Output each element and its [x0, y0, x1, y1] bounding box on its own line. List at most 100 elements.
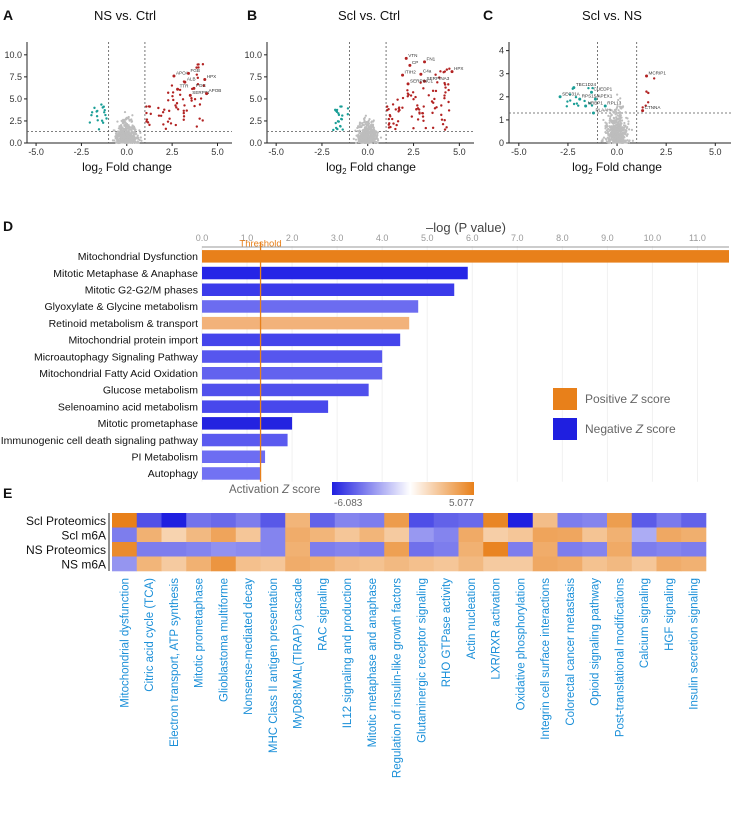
point-ns [121, 130, 125, 133]
point-labeled [401, 73, 405, 77]
y-tick-label: 0.0 [249, 138, 262, 148]
heatmap-cell [508, 527, 534, 543]
heatmap-cell [409, 542, 435, 557]
point-ns [612, 117, 616, 120]
point-ns [376, 137, 379, 141]
point-up [424, 126, 428, 130]
panel-letter-e: E [3, 485, 12, 501]
point-up [438, 76, 441, 79]
point-ns [625, 134, 629, 137]
point-up [447, 109, 451, 112]
heatmap-cell [607, 513, 633, 528]
point-up [162, 123, 165, 126]
heatmap-cell [112, 542, 138, 557]
heatmap-cell [285, 513, 311, 528]
point-ns [132, 125, 135, 128]
heatmap-cell [112, 556, 138, 572]
heatmap-cell [384, 542, 410, 557]
point-ns [131, 127, 134, 130]
heatmap-cell [631, 556, 657, 572]
point-up [174, 123, 178, 127]
point-up [646, 101, 650, 104]
point-ns [122, 118, 125, 121]
point-down [332, 128, 335, 132]
heatmap-row-label: Scl m6A [61, 529, 106, 543]
point-ns [358, 130, 361, 133]
heatmap-cell [359, 542, 385, 557]
point-up [431, 126, 435, 130]
point-down [583, 99, 586, 103]
point-labeled [176, 87, 180, 91]
colorbar-max: 5.077 [449, 498, 474, 509]
heatmap-cell [508, 542, 534, 557]
panel-letter-d: D [3, 218, 13, 234]
heatmap-cell [433, 542, 459, 557]
point-ns [376, 133, 379, 136]
point-up [443, 128, 447, 131]
point-ns [132, 141, 135, 144]
point-up [447, 100, 450, 104]
point-up [175, 102, 179, 105]
point-ns [363, 116, 366, 119]
point-labeled [558, 95, 562, 99]
heatmap-column-label: Nonsense-mediated decay [243, 578, 255, 715]
point-ns [626, 139, 629, 142]
point-ns [129, 133, 133, 136]
heatmap-cell [631, 542, 657, 557]
point-up [445, 68, 449, 71]
point-ns [365, 131, 369, 134]
point-up [422, 87, 425, 90]
point-up [201, 63, 205, 66]
point-label: APOA [176, 70, 190, 75]
y-tick-label: 5.0 [249, 94, 262, 104]
point-up [440, 104, 443, 107]
heatmap-cell [409, 556, 435, 572]
heatmap-cell [235, 542, 261, 557]
point-up [201, 119, 204, 122]
point-ns [613, 119, 616, 122]
point-down [591, 86, 594, 90]
x-tick-label: 5.0 [453, 147, 466, 157]
point-ns [618, 137, 621, 140]
heatmap-cell [161, 556, 187, 572]
point-ns [120, 138, 124, 141]
point-labeled [584, 104, 588, 108]
heatmap-column-label: Citric acid cycle (TCA) [144, 578, 156, 692]
heatmap-cell [458, 527, 484, 543]
point-up [164, 127, 168, 131]
bar-category-label: Glucose metabolism [103, 385, 198, 397]
point-ns [370, 136, 373, 140]
point-down [101, 121, 105, 124]
bar [202, 250, 729, 263]
point-labeled [172, 74, 176, 78]
heatmap-cell [483, 542, 509, 557]
bar [202, 283, 455, 296]
point-up [182, 115, 186, 118]
point-up [161, 111, 165, 114]
point-ns [617, 120, 620, 124]
point-ns [620, 134, 624, 137]
point-up [197, 66, 200, 69]
heatmap-cell [582, 556, 608, 572]
point-labeled [205, 92, 209, 96]
point-ns [624, 129, 627, 132]
bar [202, 433, 288, 447]
point-ns [114, 132, 118, 135]
heatmap-cell [136, 542, 162, 557]
point-ns [615, 106, 619, 109]
point-up [441, 122, 445, 126]
point-ns [376, 141, 379, 144]
point-ns [118, 137, 121, 140]
y-tick-label: 0 [499, 138, 504, 148]
point-ns [119, 139, 122, 142]
heatmap-cell [211, 542, 237, 557]
point-ns [125, 116, 128, 119]
point-ns [364, 120, 368, 124]
point-ns [134, 133, 137, 136]
point-up [195, 66, 198, 69]
point-ns [361, 134, 364, 138]
point-ns [372, 130, 375, 134]
point-ns [138, 129, 141, 132]
bar [202, 333, 401, 347]
bar-category-label: Retinoid metabolism & transport [49, 318, 198, 330]
